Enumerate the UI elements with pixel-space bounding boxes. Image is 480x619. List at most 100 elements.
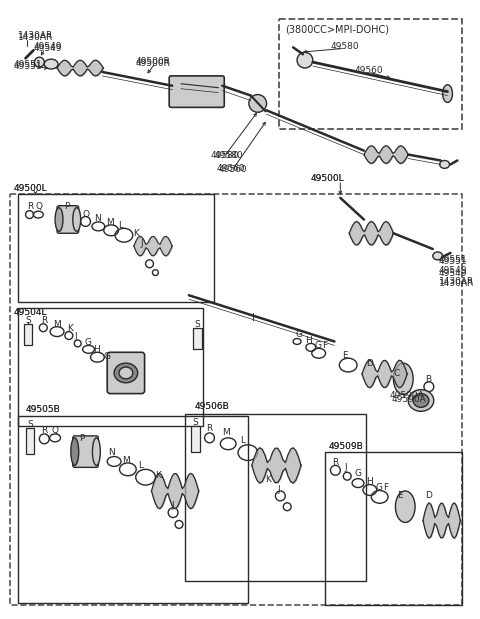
Text: M: M — [53, 320, 61, 329]
Text: 49549: 49549 — [439, 266, 467, 275]
Text: J: J — [344, 464, 347, 472]
Text: I: I — [252, 313, 255, 323]
Text: P: P — [64, 202, 69, 211]
Text: Q: Q — [36, 202, 42, 211]
Text: J: J — [277, 485, 280, 494]
Text: 49549: 49549 — [439, 269, 467, 278]
Ellipse shape — [44, 59, 58, 69]
Ellipse shape — [440, 160, 449, 168]
Text: G: G — [354, 469, 361, 478]
Text: D: D — [366, 359, 373, 368]
Text: (3800CC>MPI-DOHC): (3800CC>MPI-DOHC) — [285, 25, 389, 35]
Text: 49590A: 49590A — [392, 394, 426, 404]
Circle shape — [35, 57, 44, 67]
Text: 49580: 49580 — [215, 150, 243, 160]
FancyBboxPatch shape — [191, 426, 200, 452]
Text: H: H — [94, 345, 100, 355]
Text: F: F — [323, 342, 328, 350]
Text: 1430AR: 1430AR — [439, 277, 474, 285]
Ellipse shape — [114, 363, 138, 383]
Text: 49551: 49551 — [14, 62, 42, 71]
Text: J: J — [141, 239, 144, 248]
Text: G: G — [103, 352, 110, 361]
Ellipse shape — [93, 438, 100, 465]
Text: M: M — [122, 456, 130, 465]
Text: 49504L: 49504L — [14, 308, 47, 317]
Text: K: K — [156, 471, 161, 480]
Text: 49580: 49580 — [211, 150, 239, 160]
Text: 49549: 49549 — [34, 43, 62, 51]
Ellipse shape — [71, 438, 79, 465]
Text: G: G — [376, 483, 383, 492]
Ellipse shape — [394, 363, 413, 394]
Text: H: H — [366, 477, 372, 486]
Text: R: R — [206, 424, 213, 433]
Text: 49505B: 49505B — [25, 405, 60, 414]
Text: 49551: 49551 — [439, 257, 468, 266]
Ellipse shape — [413, 394, 429, 407]
Text: 1430AR: 1430AR — [439, 279, 474, 287]
Text: N: N — [108, 448, 115, 457]
Circle shape — [249, 95, 266, 112]
Text: 49551: 49551 — [439, 255, 468, 264]
Ellipse shape — [433, 252, 443, 260]
Text: R: R — [41, 426, 48, 435]
Text: G: G — [84, 337, 92, 347]
Text: 49509B: 49509B — [328, 442, 363, 451]
FancyBboxPatch shape — [169, 76, 224, 107]
Text: 49560: 49560 — [218, 165, 247, 175]
Text: L: L — [138, 462, 143, 470]
Text: S: S — [25, 316, 31, 325]
Ellipse shape — [443, 85, 453, 103]
Ellipse shape — [119, 367, 133, 379]
Text: L: L — [240, 436, 245, 445]
Text: E: E — [397, 491, 403, 500]
Text: 49504L: 49504L — [14, 308, 47, 317]
FancyBboxPatch shape — [57, 206, 79, 233]
Text: G: G — [315, 342, 322, 350]
Text: S: S — [27, 420, 33, 429]
Text: 49580: 49580 — [331, 43, 359, 51]
Text: 49506B: 49506B — [195, 402, 229, 412]
Text: 49549: 49549 — [34, 45, 62, 53]
Text: 49560: 49560 — [354, 66, 383, 75]
Ellipse shape — [396, 491, 415, 522]
Text: 49500L: 49500L — [311, 175, 345, 183]
Text: F: F — [384, 483, 389, 492]
Ellipse shape — [55, 208, 63, 232]
Ellipse shape — [73, 208, 81, 232]
Text: R: R — [27, 202, 34, 211]
FancyBboxPatch shape — [73, 436, 98, 467]
Text: 49500L: 49500L — [14, 184, 48, 193]
FancyBboxPatch shape — [25, 428, 35, 454]
Text: S: S — [193, 418, 199, 427]
Text: Q: Q — [51, 426, 58, 435]
FancyBboxPatch shape — [107, 352, 144, 394]
Text: D: D — [425, 491, 432, 500]
Text: K: K — [67, 324, 73, 333]
Text: 49500R: 49500R — [136, 59, 170, 68]
Text: 49560: 49560 — [216, 165, 245, 173]
Text: 49590A: 49590A — [389, 391, 424, 400]
FancyBboxPatch shape — [193, 327, 202, 349]
Text: K: K — [133, 229, 139, 238]
Text: R: R — [41, 316, 48, 325]
Text: J: J — [75, 332, 77, 340]
Text: B: B — [425, 375, 431, 384]
Text: 49505B: 49505B — [25, 405, 60, 414]
Text: R: R — [333, 457, 339, 467]
Circle shape — [297, 52, 313, 68]
Text: S: S — [195, 320, 201, 329]
Text: 49500L: 49500L — [311, 175, 345, 183]
FancyBboxPatch shape — [24, 324, 33, 345]
Text: 49500R: 49500R — [136, 57, 170, 66]
Text: 49506B: 49506B — [195, 402, 229, 412]
Text: E: E — [342, 352, 348, 360]
Text: 49509B: 49509B — [328, 442, 363, 451]
Text: 49500L: 49500L — [14, 184, 48, 193]
Text: G: G — [295, 330, 302, 339]
Text: P: P — [79, 434, 84, 443]
Text: M: M — [222, 428, 230, 437]
Ellipse shape — [408, 390, 434, 411]
Text: 1430AR: 1430AR — [18, 31, 53, 40]
